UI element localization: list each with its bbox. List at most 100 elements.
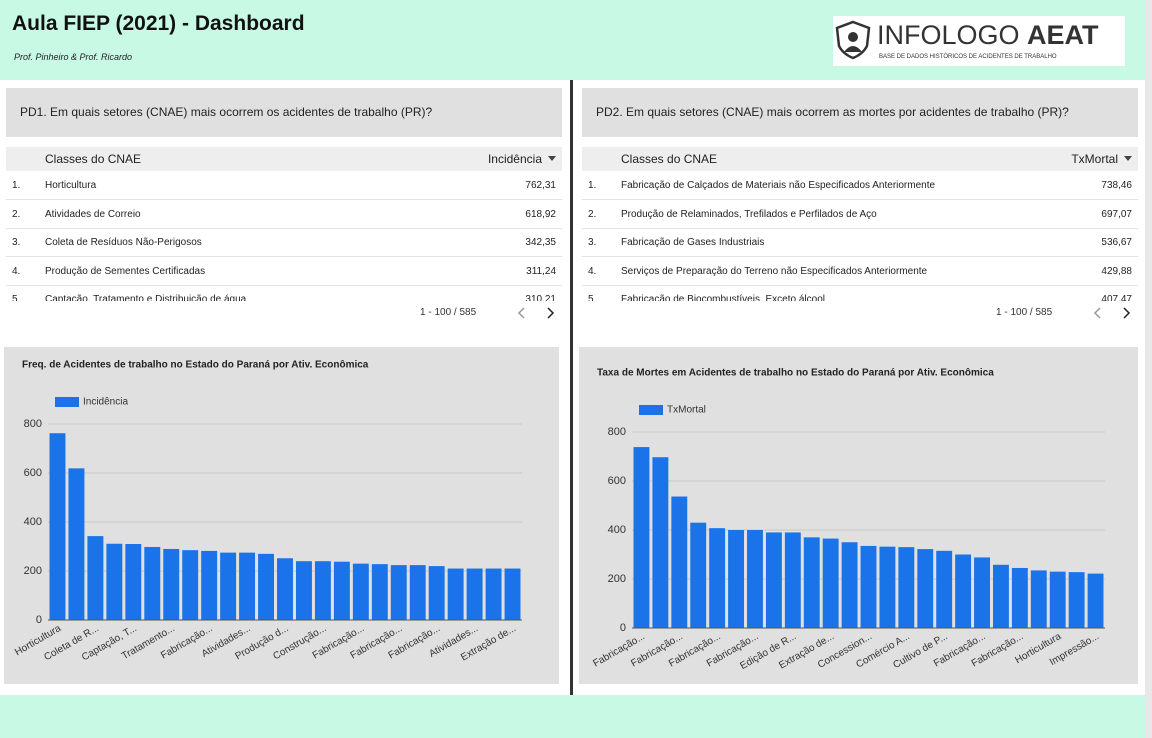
pagination-range: 1 - 100 / 585 [420, 307, 477, 318]
logo: INFOLOGO AEAT BASE DE DADOS HISTÓRICOS D… [833, 16, 1125, 66]
sort-arrow[interactable] [548, 156, 556, 162]
row-name: Atividades de Correio [45, 208, 141, 220]
bar [106, 543, 123, 620]
question-box: PD2. Em quais setores (CNAE) mais ocorre… [582, 88, 1138, 137]
bar [258, 553, 275, 620]
prev-page[interactable] [1093, 307, 1101, 319]
row-value: 429,88 [1101, 265, 1132, 277]
bar [295, 561, 312, 620]
legend-swatch [639, 405, 663, 415]
row-value: 738,46 [1101, 180, 1132, 191]
bar [671, 496, 688, 628]
next-page[interactable] [547, 307, 555, 319]
sort-arrow-shape [1124, 156, 1132, 161]
legend-swatch [55, 397, 79, 407]
logo-name: INFOLOGO [877, 20, 1020, 50]
column-header[interactable]: Incidência [487, 152, 542, 166]
bar [633, 447, 650, 628]
pagination: 1 - 100 / 585 [420, 305, 562, 323]
bar [371, 564, 388, 620]
logo-shield [835, 20, 871, 60]
bar [447, 568, 464, 620]
legend-label: TxMortal [667, 405, 706, 416]
bar [841, 542, 858, 628]
chart-title: Freq. de Acidentes de trabalho no Estado… [22, 360, 369, 371]
chart-title: Taxa de Mortes em Acidentes de trabalho … [597, 368, 994, 379]
footer-band [0, 695, 1145, 738]
dashboard-subtitle: Prof. Pinheiro & Prof. Ricardo [14, 52, 133, 62]
bar [917, 549, 934, 628]
bar [936, 550, 953, 628]
table-body: 1. Horticultura 762,31 2. Atividades de Corr… [6, 171, 562, 301]
bar [974, 557, 990, 628]
bar [352, 563, 369, 620]
y-tick-label: 600 [24, 467, 42, 479]
bar [144, 546, 161, 620]
row-value: 762,31 [525, 180, 556, 191]
dashboard-title: Aula FIEP (2021) - Dashboard [12, 12, 305, 35]
table-header: Classes do CNAE TxMortal [582, 147, 1138, 171]
y-tick-label: 400 [608, 524, 626, 536]
row-value: 310,21 [525, 294, 556, 301]
bar [49, 433, 66, 620]
row-name: Coleta de Resíduos Não-Perigosos [45, 237, 202, 248]
bar [747, 530, 763, 628]
pagination-range: 1 - 100 / 585 [996, 307, 1053, 318]
column-header: Classes do CNAE [621, 152, 718, 166]
pagination: 1 - 100 / 585 [996, 305, 1138, 323]
bar [87, 536, 104, 620]
bar [709, 528, 726, 628]
table-row: 1. Fabricação de Calçados de Materiais nã… [582, 171, 1138, 200]
row-rank: 5. [12, 294, 21, 301]
row-rank: 1. [588, 180, 597, 191]
bar [201, 550, 218, 620]
bar [652, 457, 669, 628]
table-header: Classes do CNAE Incidência [6, 147, 562, 171]
y-tick-label: 200 [608, 573, 626, 585]
bar [803, 537, 820, 628]
sort-arrow[interactable] [1124, 156, 1132, 162]
bar [125, 543, 142, 620]
y-tick-label: 800 [608, 426, 626, 438]
bar [239, 552, 256, 620]
bar [68, 468, 85, 620]
y-tick-label: 600 [608, 475, 626, 487]
question-text: PD1. Em quais setores (CNAE) mais ocorre… [20, 105, 433, 119]
bar [992, 564, 1009, 628]
row-rank: 3. [12, 237, 21, 248]
bar [955, 554, 972, 628]
table-row: 2. Produção de Relaminados, Trefilados e … [582, 200, 1138, 229]
logo-bold: AEAT [1027, 20, 1099, 50]
bar [182, 550, 199, 620]
pagination-nav[interactable] [1088, 305, 1138, 321]
bar [1030, 570, 1047, 628]
row-value: 618,92 [525, 208, 556, 220]
bar [1011, 567, 1028, 628]
row-rank: 1. [12, 180, 21, 191]
pagination-nav[interactable] [512, 305, 562, 321]
row-value: 342,35 [525, 237, 556, 248]
column-header[interactable]: TxMortal [1071, 152, 1118, 166]
logo-text: INFOLOGO AEAT [877, 20, 1099, 51]
y-tick-label: 200 [24, 565, 42, 577]
bar [390, 565, 407, 620]
row-rank: 2. [588, 208, 597, 220]
prev-page[interactable] [517, 307, 525, 319]
row-rank: 2. [12, 208, 21, 220]
table-row: 4. Produção de Sementes Certificadas 311,2… [6, 257, 562, 286]
row-name: Serviços de Preparação do Terreno não Es… [621, 265, 928, 277]
bar [728, 530, 745, 628]
row-name: Captação, Tratamento e Distribuição de á… [45, 294, 247, 301]
row-rank: 4. [12, 265, 21, 277]
bar [1049, 571, 1066, 628]
bar [898, 547, 915, 628]
scroll-edge [1145, 0, 1152, 738]
bar [409, 565, 426, 620]
next-page[interactable] [1123, 307, 1131, 319]
y-tick-label: 400 [24, 516, 42, 528]
row-value: 697,07 [1101, 208, 1132, 220]
bar [428, 566, 445, 620]
question-text: PD2. Em quais setores (CNAE) mais ocorre… [596, 105, 1069, 119]
column-header: Classes do CNAE [45, 152, 142, 166]
row-name: Produção de Relaminados, Trefilados e Pe… [621, 208, 877, 220]
